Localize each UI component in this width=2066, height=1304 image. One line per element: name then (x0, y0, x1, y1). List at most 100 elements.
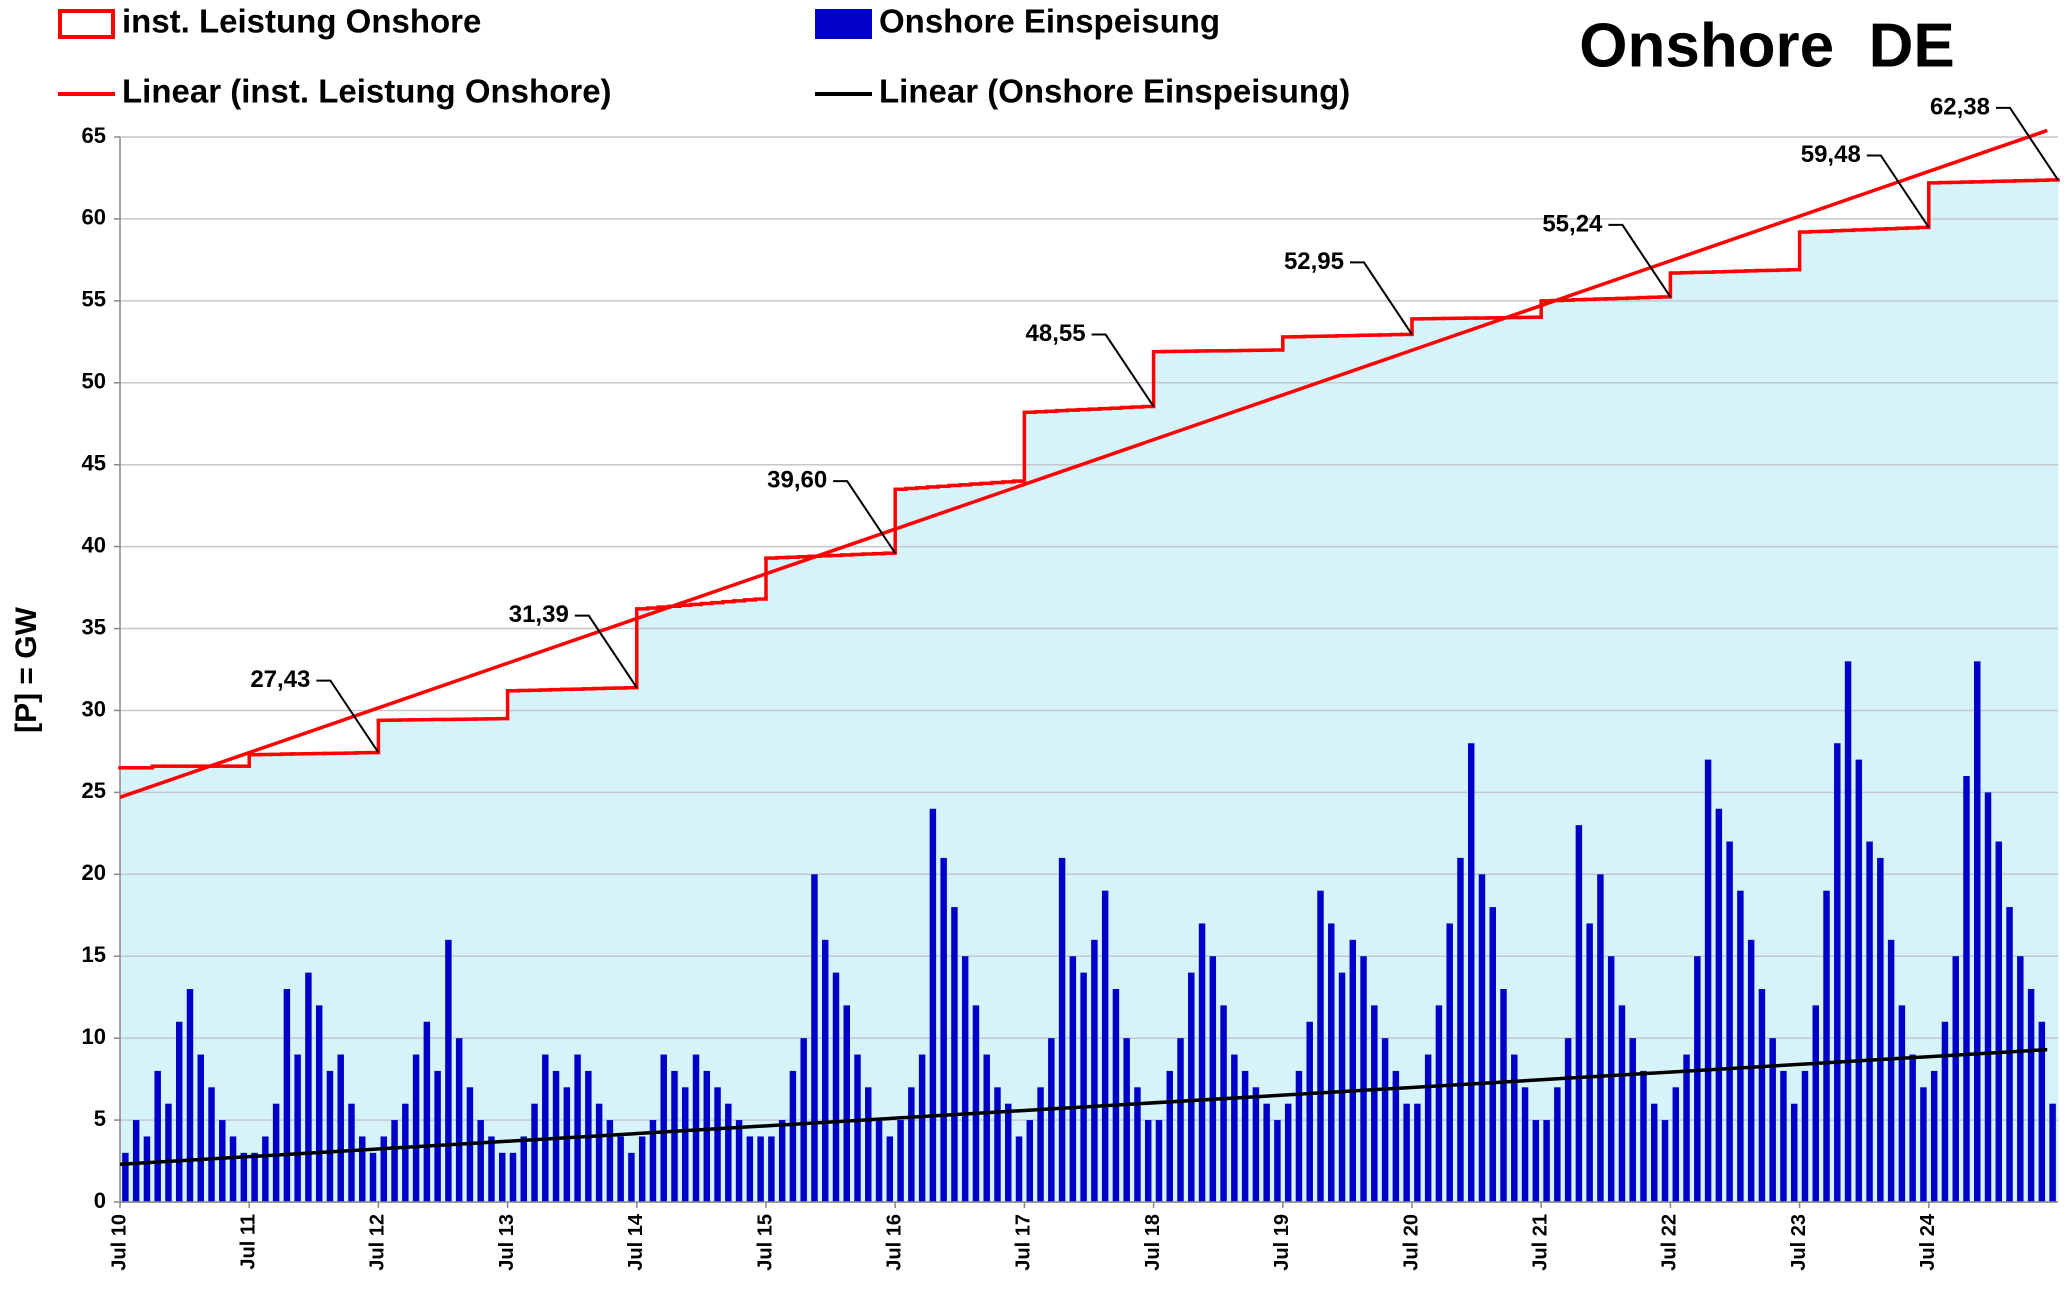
capacity-area (1239, 350, 1252, 1202)
capacity-area (1627, 298, 1639, 1202)
capacity-area (1282, 336, 1295, 1202)
legend-marker (815, 9, 872, 39)
production-bar (1220, 1005, 1227, 1202)
production-bar (1651, 1103, 1658, 1202)
capacity-area (1638, 297, 1650, 1203)
capacity-area (313, 753, 326, 1202)
production-bar (1188, 972, 1195, 1202)
production-bar (1349, 939, 1357, 1202)
production-bar (692, 1054, 700, 1202)
production-bar (1403, 1103, 1410, 1202)
capacity-area (1045, 411, 1058, 1203)
capacity-area (1745, 270, 1758, 1202)
capacity-area (399, 719, 412, 1202)
production-bar (208, 1087, 215, 1202)
x-tick-label: Jul 17 (1013, 1214, 1035, 1271)
production-bar (1758, 989, 1766, 1202)
production-bar (1392, 1070, 1400, 1202)
capacity-area (1584, 299, 1596, 1202)
legend-label: Linear (Onshore Einspeisung) (879, 73, 1350, 110)
production-bar (2038, 1021, 2046, 1202)
capacity-area (1778, 270, 1790, 1202)
capacity-area (1347, 335, 1359, 1202)
capacity-area (970, 484, 982, 1203)
capacity-area (604, 688, 616, 1202)
production-bar (1963, 776, 1970, 1202)
production-bar (1586, 923, 1593, 1202)
production-bar (380, 1136, 388, 1202)
capacity-area (905, 488, 918, 1202)
production-bar (897, 1120, 904, 1202)
x-tick-label: Jul 21 (1529, 1214, 1551, 1271)
production-bar (1694, 956, 1701, 1202)
production-bar (1790, 1103, 1798, 1202)
production-bar (1058, 857, 1066, 1202)
production-bar (875, 1120, 883, 1202)
production-bar (272, 1103, 280, 1202)
capacity-area (1928, 182, 1941, 1202)
production-bar (1672, 1087, 1680, 1202)
capacity-area (884, 553, 896, 1202)
legend-label: inst. Leistung Onshore (122, 3, 481, 40)
production-bar (1618, 1005, 1626, 1202)
y-tick-label: 35 (82, 614, 106, 639)
production-bar (1661, 1120, 1669, 1202)
production-bar (1457, 857, 1464, 1202)
capacity-area (916, 487, 929, 1202)
capacity-area (1562, 300, 1575, 1202)
capacity-area (1013, 481, 1025, 1203)
production-bar (746, 1136, 754, 1202)
capacity-area (2014, 180, 2027, 1202)
capacity-area (1272, 350, 1284, 1202)
production-bar (832, 972, 840, 1202)
production-bar (1726, 841, 1733, 1202)
production-bar (1597, 874, 1604, 1202)
capacity-area (1368, 335, 1381, 1203)
capacity-area (1691, 272, 1704, 1202)
capacity-area (787, 557, 799, 1202)
data-label: 62,38 (1930, 93, 1990, 120)
production-bar (1521, 1087, 1529, 1202)
capacity-area (1551, 300, 1564, 1203)
production-bar (1855, 759, 1863, 1202)
production-bar (1005, 1103, 1012, 1202)
capacity-area (1907, 227, 1919, 1202)
capacity-area (626, 687, 638, 1202)
production-bar (1554, 1087, 1561, 1202)
capacity-area (1315, 336, 1327, 1202)
capacity-area (561, 689, 573, 1202)
production-bar (1930, 1070, 1938, 1202)
capacity-area (184, 766, 196, 1202)
x-tick-label: Jul 13 (496, 1214, 518, 1271)
capacity-area (1605, 298, 1618, 1202)
capacity-area (1681, 272, 1693, 1202)
production-bar (1478, 874, 1486, 1202)
production-bar (821, 939, 829, 1202)
x-tick-label: Jul 24 (1917, 1213, 1939, 1271)
production-bar (714, 1087, 721, 1202)
production-bar (1371, 1005, 1378, 1202)
trend-line (119, 1047, 2048, 1167)
production-bar (251, 1152, 258, 1202)
capacity-area (1379, 334, 1392, 1202)
capacity-area (1885, 228, 1898, 1202)
capacity-area (163, 766, 175, 1202)
production-bar (509, 1152, 517, 1202)
x-tick-label: Jul 15 (754, 1214, 776, 1271)
capacity-area (1175, 351, 1187, 1202)
capacity-area (486, 718, 498, 1202)
capacity-area (1196, 350, 1209, 1203)
capacity-area (1810, 231, 1822, 1202)
capacity-area (798, 556, 810, 1202)
capacity-area (206, 766, 218, 1202)
production-bar (197, 1054, 204, 1202)
capacity-area (1961, 182, 1973, 1203)
data-label: 39,60 (767, 467, 827, 494)
capacity-area (593, 688, 606, 1202)
capacity-area (733, 600, 746, 1202)
capacity-area (335, 753, 347, 1202)
capacity-area (1541, 300, 1553, 1202)
production-bar (789, 1070, 797, 1202)
capacity-area (862, 553, 875, 1202)
production-bar (628, 1152, 635, 1202)
